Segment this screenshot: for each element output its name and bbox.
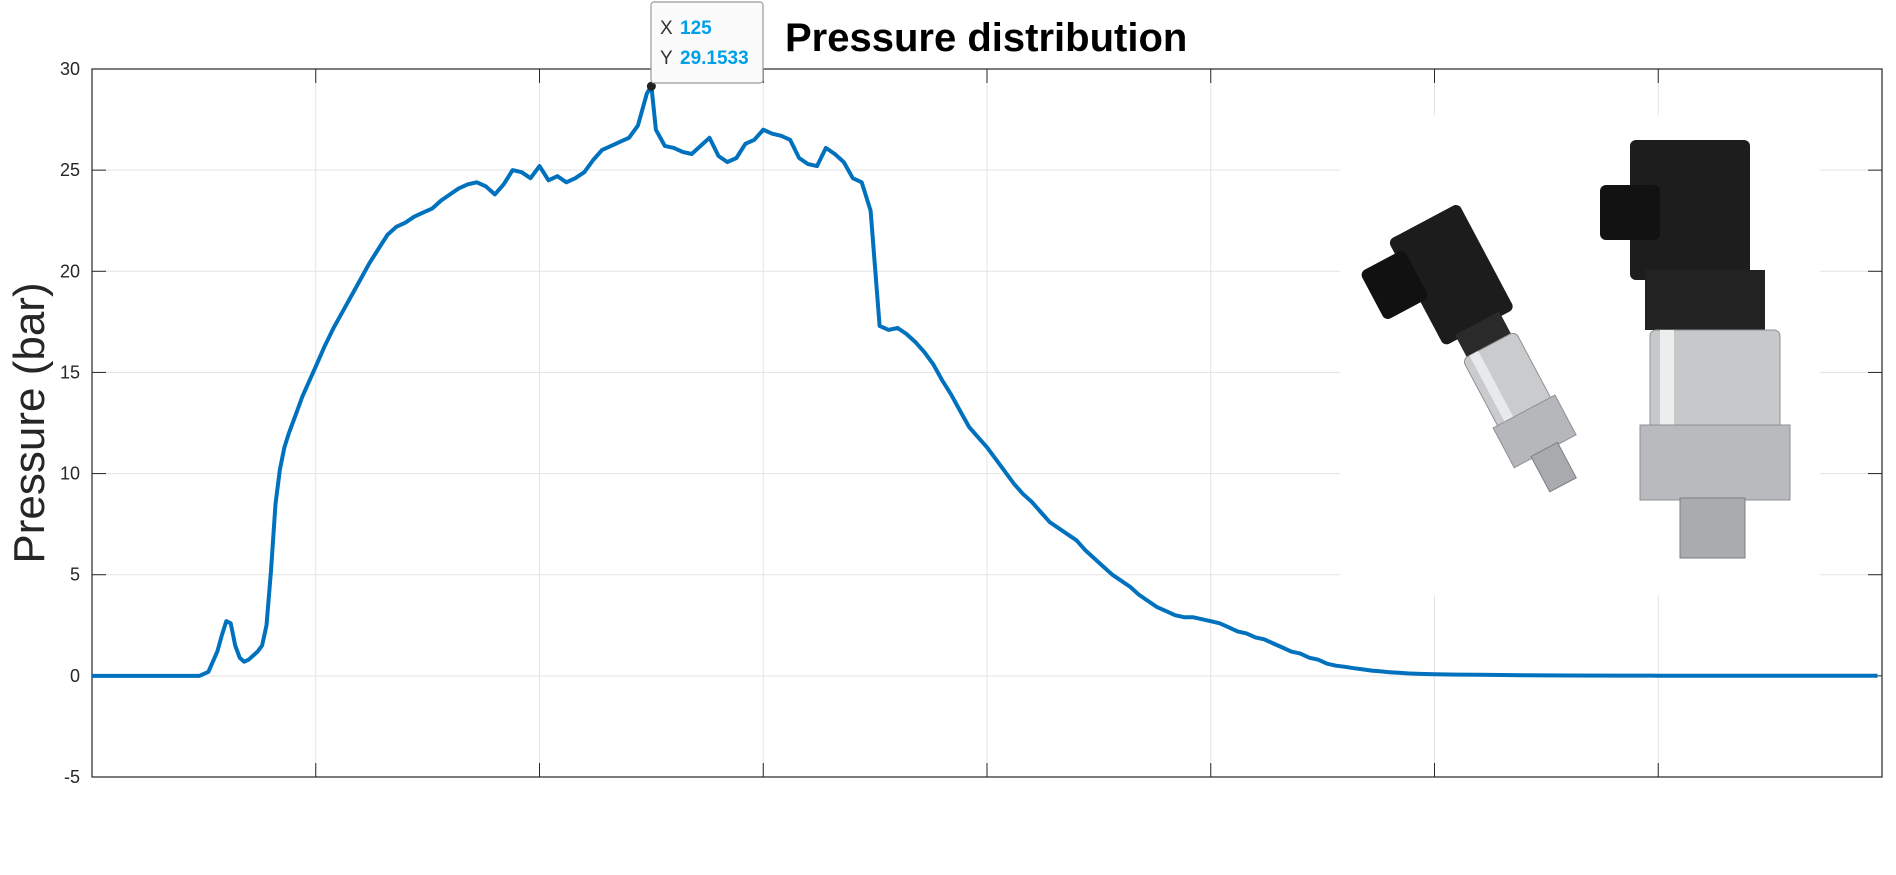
y-tick-label: 0	[70, 666, 80, 686]
y-tick-label: 25	[60, 160, 80, 180]
chart-title: Pressure distribution	[785, 16, 1187, 60]
datatip-x-key: X	[660, 18, 673, 39]
datatip-y-value: 29.1533	[680, 48, 749, 69]
datatip[interactable]: X 125 Y 29.1533	[646, 1, 764, 91]
datatip-marker	[646, 81, 656, 91]
y-axis: -5 0 5 10 15 20 25 30	[60, 59, 1882, 787]
y-tick-label: -5	[64, 767, 80, 787]
datatip-box	[650, 1, 764, 84]
y-tick-label: 20	[60, 261, 80, 281]
datatip-x-value: 125	[680, 18, 712, 39]
pressure-line	[92, 84, 1878, 678]
pressure-sensor-photo	[1340, 115, 1820, 595]
y-tick-label: 5	[70, 565, 80, 585]
y-tick-label: 30	[60, 59, 80, 79]
y-axis-label: Pressure (bar)	[5, 282, 54, 563]
y-tick-label: 10	[60, 464, 80, 484]
y-tick-label: 15	[60, 362, 80, 382]
datatip-y-key: Y	[660, 48, 673, 69]
